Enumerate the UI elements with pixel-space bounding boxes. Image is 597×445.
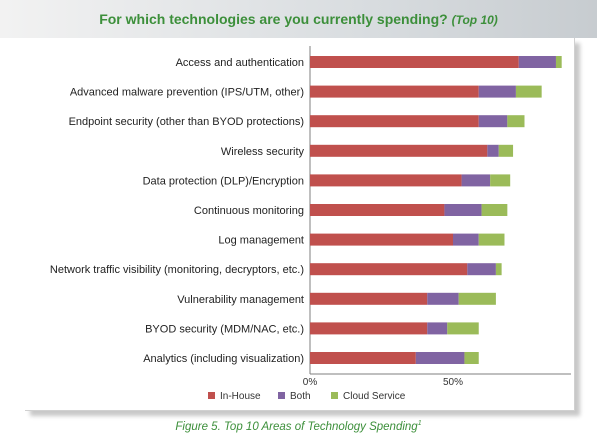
bar-cloud-service-byod-security-mdm-nac-etc [447,322,479,335]
category-label: BYOD security (MDM/NAC, etc.) [145,323,304,335]
bar-cloud-service-endpoint-security-other-than-byod-protections [507,115,525,128]
legend-swatch-in-house [208,392,215,399]
bar-both-byod-security-mdm-nac-etc [427,322,448,335]
bar-in-house-endpoint-security-other-than-byod-protections [310,115,479,128]
category-label: Network traffic visibility (monitoring, … [50,264,304,276]
bar-in-house-access-and-authentication [310,56,519,68]
figure-caption-text: Figure 5. Top 10 Areas of Technology Spe… [175,420,418,433]
bar-in-house-vulnerability-management [310,292,428,305]
bar-both-continuous-monitoring [444,204,482,216]
legend-swatch-cloud-service [331,392,338,399]
bar-in-house-analytics-including-visualization [310,352,416,364]
bar-both-wireless-security [487,144,499,157]
bar-both-vulnerability-management [427,292,459,305]
bar-both-log-management [453,233,479,246]
bar-cloud-service-data-protection-dlp-encryption [490,174,511,187]
bar-cloud-service-network-traffic-visibility-monitoring-decryptors-etc [495,263,502,276]
category-label: Continuous monitoring [194,205,304,217]
x-tick-label: 0% [303,377,318,388]
bar-in-house-wireless-security [310,144,488,157]
bar-in-house-byod-security-mdm-nac-etc [310,322,428,335]
legend-swatch-both [278,392,285,399]
chart-title: For which technologies are you currently… [0,11,597,27]
bar-both-analytics-including-visualization [415,352,465,364]
chart-title-sub: (Top 10) [451,13,498,27]
bar-both-advanced-malware-prevention-ips-utm-other [478,85,516,98]
bar-cloud-service-log-management [478,233,505,246]
bar-in-house-advanced-malware-prevention-ips-utm-other [310,85,479,98]
category-label: Access and authentication [176,57,304,69]
bar-cloud-service-wireless-security [498,144,514,157]
chart-title-main: For which technologies are you currently… [99,11,448,27]
bar-cloud-service-access-and-authentication [555,56,562,68]
category-label: Vulnerability management [177,294,304,306]
bar-cloud-service-analytics-including-visualization [464,352,479,364]
category-label: Data protection (DLP)/Encryption [143,175,304,187]
bar-both-access-and-authentication [518,56,556,68]
category-label: Endpoint security (other than BYOD prote… [69,116,304,128]
chart-panel: 0% 50% Access and authentication Advanced m… [25,38,575,411]
category-label: Wireless security [221,146,305,158]
bar-both-network-traffic-visibility-monitoring-decryptors-etc [467,263,496,276]
bar-in-house-data-protection-dlp-encryption [310,174,462,187]
bar-both-endpoint-security-other-than-byod-protections [478,115,508,128]
category-label: Analytics (including visualization) [143,353,304,365]
stacked-bar-chart: 0% 50% Access and authentication Advanced m… [50,46,571,402]
bar-in-house-log-management [310,233,453,246]
bar-in-house-continuous-monitoring [310,204,445,216]
bar-in-house-network-traffic-visibility-monitoring-decryptors-etc [310,263,468,276]
category-label: Log management [218,235,304,247]
legend-label-cloud-service: Cloud Service [343,391,406,402]
chart-header [0,0,597,38]
bar-both-data-protection-dlp-encryption [461,174,491,187]
legend-label-both: Both [290,391,311,402]
bar-cloud-service-advanced-malware-prevention-ips-utm-other [515,85,542,98]
figure-caption-footnote: 1 [417,420,422,427]
legend-label-in-house: In-House [220,391,261,402]
bar-cloud-service-vulnerability-management [458,292,496,305]
bar-cloud-service-continuous-monitoring [481,204,508,216]
figure-caption: Figure 5. Top 10 Areas of Technology Spe… [0,420,597,433]
x-tick-label: 50% [443,377,463,388]
category-label: Advanced malware prevention (IPS/UTM, ot… [70,87,304,99]
